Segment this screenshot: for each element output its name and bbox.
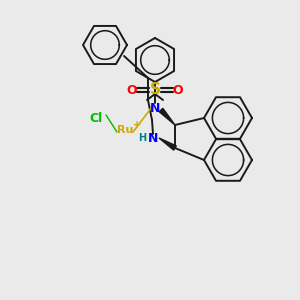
Polygon shape (159, 108, 175, 125)
Polygon shape (159, 138, 176, 150)
Text: Cl: Cl (89, 112, 103, 124)
Text: Ru: Ru (117, 125, 133, 135)
Text: +: + (133, 120, 141, 130)
Text: H: H (138, 133, 146, 143)
Text: S: S (149, 82, 161, 98)
Text: O: O (127, 83, 137, 97)
Text: N: N (150, 101, 160, 115)
Text: N: N (148, 131, 158, 145)
Text: O: O (173, 83, 183, 97)
